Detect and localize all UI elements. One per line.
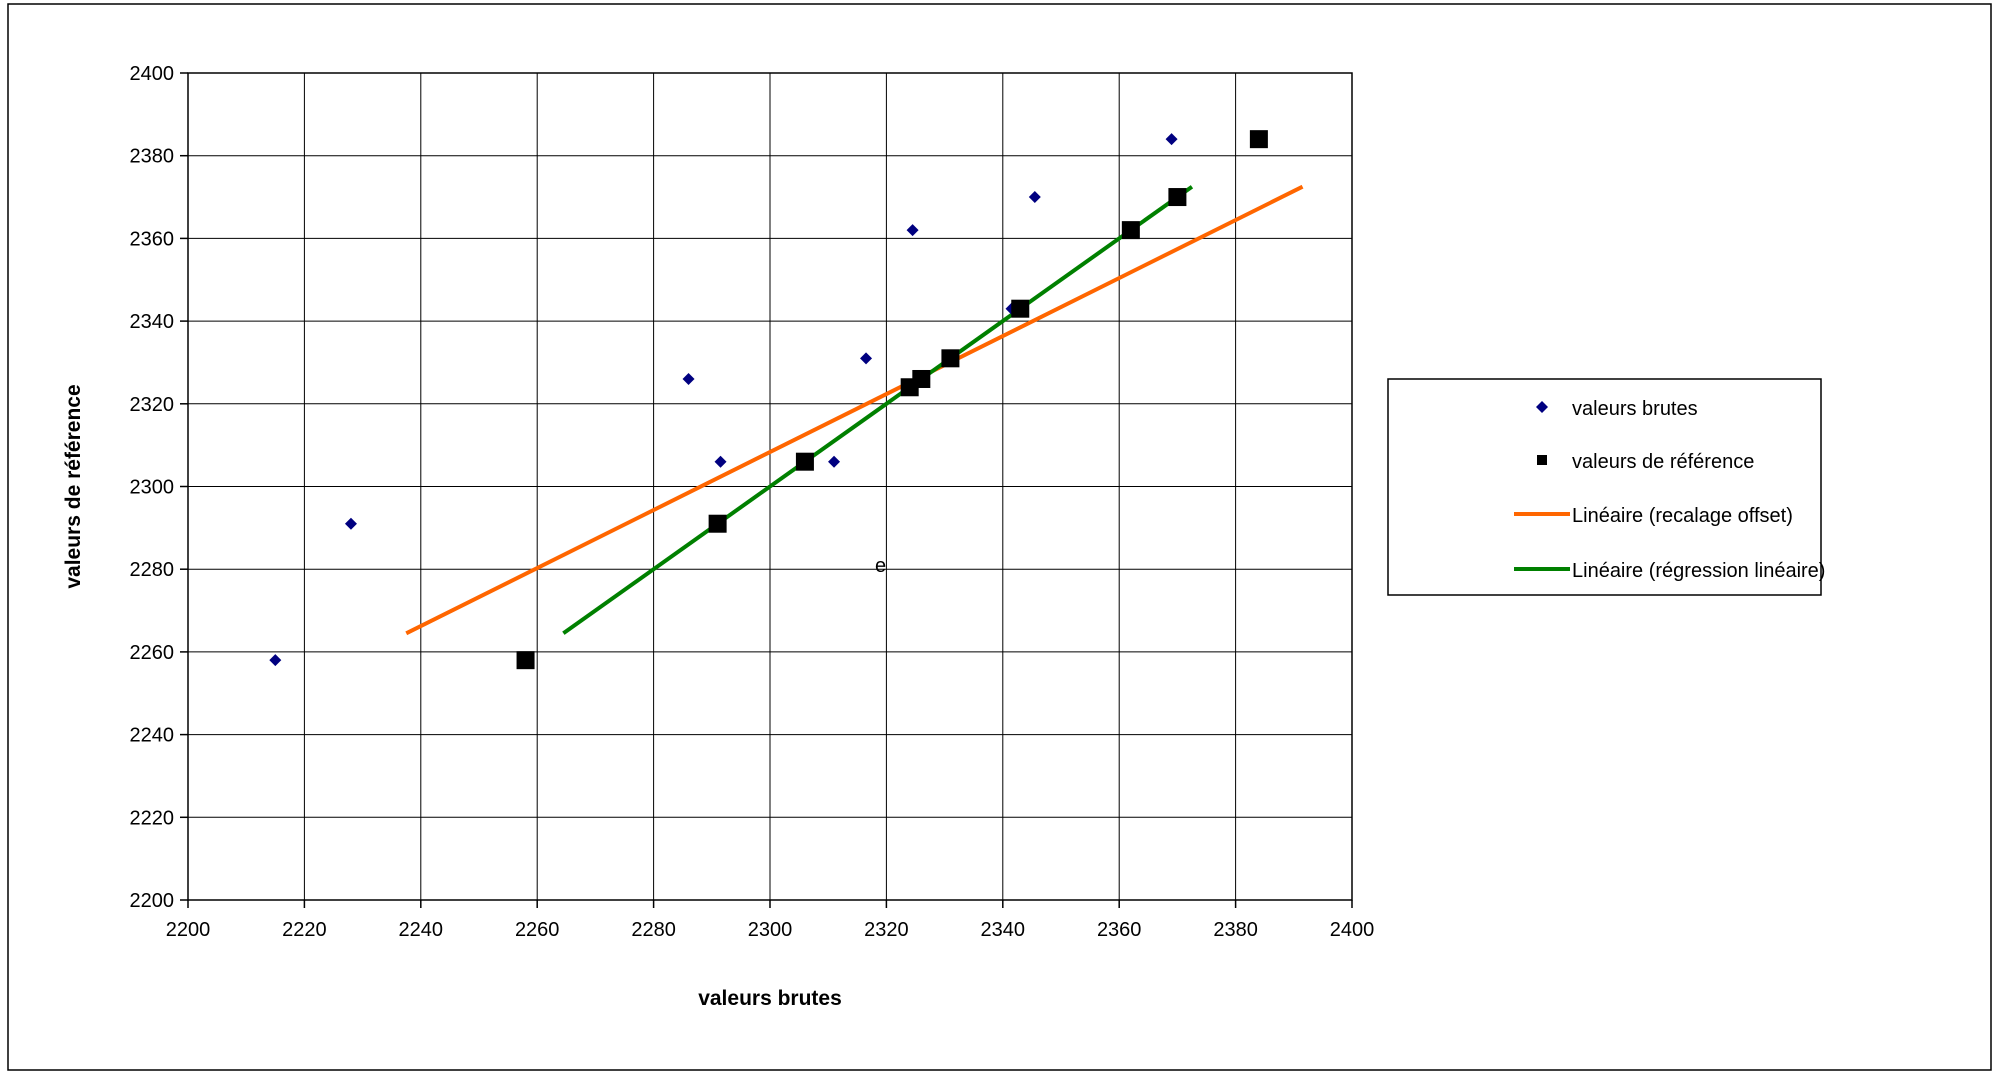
- legend-symbols: [1514, 401, 1570, 571]
- data-point-brute: [269, 654, 282, 667]
- x-tick-label: 2260: [515, 919, 560, 941]
- data-point-brute: [828, 455, 841, 468]
- x-tick-label: 2300: [748, 919, 793, 941]
- data-point-brute: [344, 517, 357, 530]
- y-tick-label: 2240: [130, 725, 175, 747]
- y-tick-label: 2280: [130, 559, 175, 581]
- data-point-brute: [860, 352, 873, 365]
- trendline: [562, 185, 1194, 635]
- data-point-reference: [1249, 130, 1268, 149]
- data-point-brute: [1165, 133, 1178, 146]
- data-point-reference: [1011, 299, 1030, 318]
- x-tick-label: 2340: [981, 919, 1026, 941]
- data-point-reference: [795, 452, 814, 471]
- x-tick-label: 2280: [631, 919, 676, 941]
- y-tick-label: 2360: [130, 228, 175, 250]
- data-point-reference: [516, 651, 535, 670]
- x-tick-label: 2380: [1213, 919, 1258, 941]
- legend-box: [1387, 378, 1822, 596]
- legend: valeurs brutes valeurs de référence Liné…: [1387, 378, 1825, 596]
- legend-label-valeurs-brutes: valeurs brutes: [1572, 398, 1698, 420]
- legend-label-valeurs-de-reference: valeurs de référence: [1572, 451, 1754, 473]
- data-point-reference: [1168, 188, 1187, 207]
- data-point-reference: [912, 369, 931, 388]
- data-points: [269, 130, 1268, 670]
- chart-annotation: e: [875, 555, 886, 577]
- x-tick-label: 2240: [399, 919, 444, 941]
- data-point-brute: [682, 372, 695, 385]
- axis-ticks: 2200 2220 2240 2260 2280 2300 2320 2340 2360 2380…: [130, 63, 1375, 941]
- legend-label-recalage-offset: Linéaire (recalage offset): [1572, 505, 1793, 527]
- data-point-brute: [906, 224, 919, 237]
- x-axis-title: valeurs brutes: [698, 987, 842, 1010]
- y-tick-label: 2200: [130, 890, 175, 912]
- x-tick-label: 2200: [166, 919, 211, 941]
- data-point-reference: [941, 349, 960, 368]
- x-tick-label: 2360: [1097, 919, 1142, 941]
- data-point-brute: [1028, 191, 1041, 204]
- y-tick-label: 2220: [130, 807, 175, 829]
- y-tick-label: 2300: [130, 477, 175, 499]
- x-tick-label: 2320: [864, 919, 909, 941]
- trendlines: [405, 184, 1304, 636]
- y-tick-label: 2380: [130, 146, 175, 168]
- data-point-reference: [1121, 221, 1140, 240]
- legend-diamond-symbol: [1536, 401, 1548, 413]
- y-tick-label: 2340: [130, 311, 175, 333]
- trendline: [405, 184, 1304, 636]
- y-tick-label: 2400: [130, 63, 175, 85]
- x-tick-label: 2220: [282, 919, 327, 941]
- data-point-reference: [708, 514, 727, 533]
- legend-label-regression-lineaire: Linéaire (régression linéaire): [1572, 560, 1825, 582]
- y-tick-label: 2320: [130, 394, 175, 416]
- y-tick-label: 2260: [130, 642, 175, 664]
- legend-square-symbol: [1537, 455, 1547, 465]
- data-point-brute: [714, 455, 727, 468]
- x-tick-label: 2400: [1330, 919, 1375, 941]
- y-axis-title: valeurs de référence: [62, 384, 85, 588]
